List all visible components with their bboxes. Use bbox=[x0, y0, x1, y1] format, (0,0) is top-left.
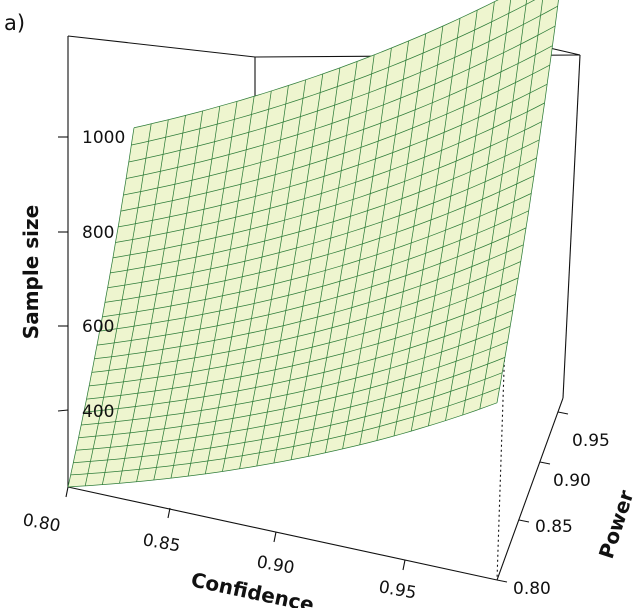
mesh-line-confidence-22 bbox=[445, 0, 512, 421]
z-axis-title: Sample size bbox=[19, 205, 43, 339]
mesh-line-confidence-10 bbox=[239, 79, 306, 469]
mesh-line-confidence-24 bbox=[479, 0, 543, 410]
box-right-vertical-edge bbox=[562, 54, 581, 399]
mesh-line-confidence-9 bbox=[222, 85, 289, 472]
mesh-line-confidence-3 bbox=[119, 115, 186, 484]
panel-label: a) bbox=[4, 11, 25, 35]
mesh-line-confidence-20 bbox=[410, 10, 478, 432]
mesh-line-confidence-17 bbox=[359, 33, 427, 445]
mesh-line-confidence-19 bbox=[393, 18, 461, 436]
mesh-line-confidence-11 bbox=[256, 73, 324, 467]
mesh-line-power-3 bbox=[75, 357, 506, 451]
mesh-line-power-24 bbox=[131, 0, 536, 146]
mesh-line-power-22 bbox=[126, 25, 556, 179]
mesh-line-power-12 bbox=[99, 210, 529, 332]
mesh-line-power-10 bbox=[94, 244, 524, 360]
mesh-line-power-1 bbox=[70, 387, 500, 476]
x-tick-label-095: 0.95 bbox=[377, 577, 418, 603]
mesh-line-power-13 bbox=[102, 193, 532, 318]
mesh-line-power-0 bbox=[67, 402, 498, 488]
mesh-line-power-4 bbox=[78, 341, 508, 439]
mesh-line-confidence-14 bbox=[307, 54, 375, 457]
y-tick-mark-085 bbox=[518, 519, 530, 523]
y-axis-title: Power bbox=[594, 487, 633, 561]
y-tick-label-085: 0.85 bbox=[535, 517, 573, 537]
mesh-line-power-20 bbox=[120, 64, 550, 212]
mesh-line-power-5 bbox=[81, 325, 511, 426]
x-tick-mark-085 bbox=[167, 507, 171, 519]
mesh-line-power-18 bbox=[115, 102, 545, 243]
mesh-line-power-25 bbox=[133, 0, 499, 129]
y-tick-mark-095 bbox=[557, 411, 569, 415]
mesh-line-power-14 bbox=[104, 175, 535, 303]
x-tick-mark-095 bbox=[402, 559, 406, 571]
mesh-line-power-8 bbox=[89, 277, 519, 387]
mesh-line-confidence-0 bbox=[67, 127, 135, 488]
mesh-line-confidence-12 bbox=[273, 67, 341, 464]
mesh-line-power-6 bbox=[83, 310, 513, 413]
box-top-back-edge bbox=[67, 35, 256, 58]
y-tick-mark-080 bbox=[496, 579, 508, 583]
x-tick-label-090: 0.90 bbox=[255, 552, 296, 578]
x-tick-mark-090 bbox=[273, 531, 277, 543]
box-floor-front-edge bbox=[67, 486, 498, 581]
y-axis: 0.80 0.85 0.90 0.95 Power bbox=[496, 411, 633, 599]
mesh-line-power-7 bbox=[86, 293, 516, 400]
mesh-line-confidence-8 bbox=[204, 90, 272, 474]
mesh-line-confidence-25 bbox=[496, 0, 559, 403]
x-tick-label-085: 0.85 bbox=[141, 530, 182, 556]
x-tick-label-080: 0.80 bbox=[21, 510, 62, 536]
mesh-line-confidence-21 bbox=[428, 1, 495, 427]
y-tick-mark-090 bbox=[539, 461, 551, 465]
surface-mesh bbox=[67, 0, 559, 488]
y-tick-label-080: 0.80 bbox=[513, 579, 551, 599]
x-axis: 0.80 0.85 0.90 0.95 Confidence bbox=[21, 486, 418, 608]
mesh-line-confidence-15 bbox=[325, 47, 392, 453]
x-tick-mark-080 bbox=[65, 486, 69, 498]
mesh-line-confidence-4 bbox=[136, 110, 203, 482]
surface-fill bbox=[68, 0, 559, 487]
z-tick-label-800: 800 bbox=[82, 223, 114, 243]
mesh-line-confidence-5 bbox=[153, 106, 221, 481]
mesh-line-power-2 bbox=[73, 372, 503, 464]
z-tick-label-1000: 1000 bbox=[82, 128, 125, 148]
mesh-line-power-19 bbox=[118, 83, 548, 228]
mesh-line-confidence-13 bbox=[290, 61, 358, 460]
mesh-line-power-9 bbox=[91, 261, 521, 373]
mesh-line-confidence-6 bbox=[170, 101, 238, 479]
y-tick-label-095: 0.95 bbox=[572, 431, 610, 451]
mesh-line-power-17 bbox=[112, 121, 543, 259]
mesh-line-power-11 bbox=[96, 227, 527, 346]
y-tick-label-090: 0.90 bbox=[553, 471, 591, 491]
mesh-line-confidence-1 bbox=[84, 123, 152, 486]
mesh-line-confidence-2 bbox=[101, 119, 169, 485]
z-axis: 400 600 800 1000 Sample size bbox=[19, 128, 125, 422]
box-floor-right-edge bbox=[496, 397, 564, 581]
mesh-line-power-21 bbox=[123, 45, 553, 196]
x-axis-title: Confidence bbox=[189, 567, 316, 608]
mesh-line-power-16 bbox=[110, 139, 540, 274]
mesh-line-confidence-16 bbox=[342, 40, 409, 449]
z-tick-mark-400 bbox=[57, 409, 69, 412]
mesh-line-power-15 bbox=[107, 157, 537, 289]
z-tick-label-600: 600 bbox=[82, 317, 114, 337]
mesh-line-confidence-18 bbox=[376, 25, 444, 441]
mesh-line-confidence-7 bbox=[187, 96, 255, 477]
mesh-line-power-23 bbox=[128, 5, 558, 163]
mesh-line-confidence-23 bbox=[462, 0, 527, 416]
z-tick-label-400: 400 bbox=[82, 402, 114, 422]
